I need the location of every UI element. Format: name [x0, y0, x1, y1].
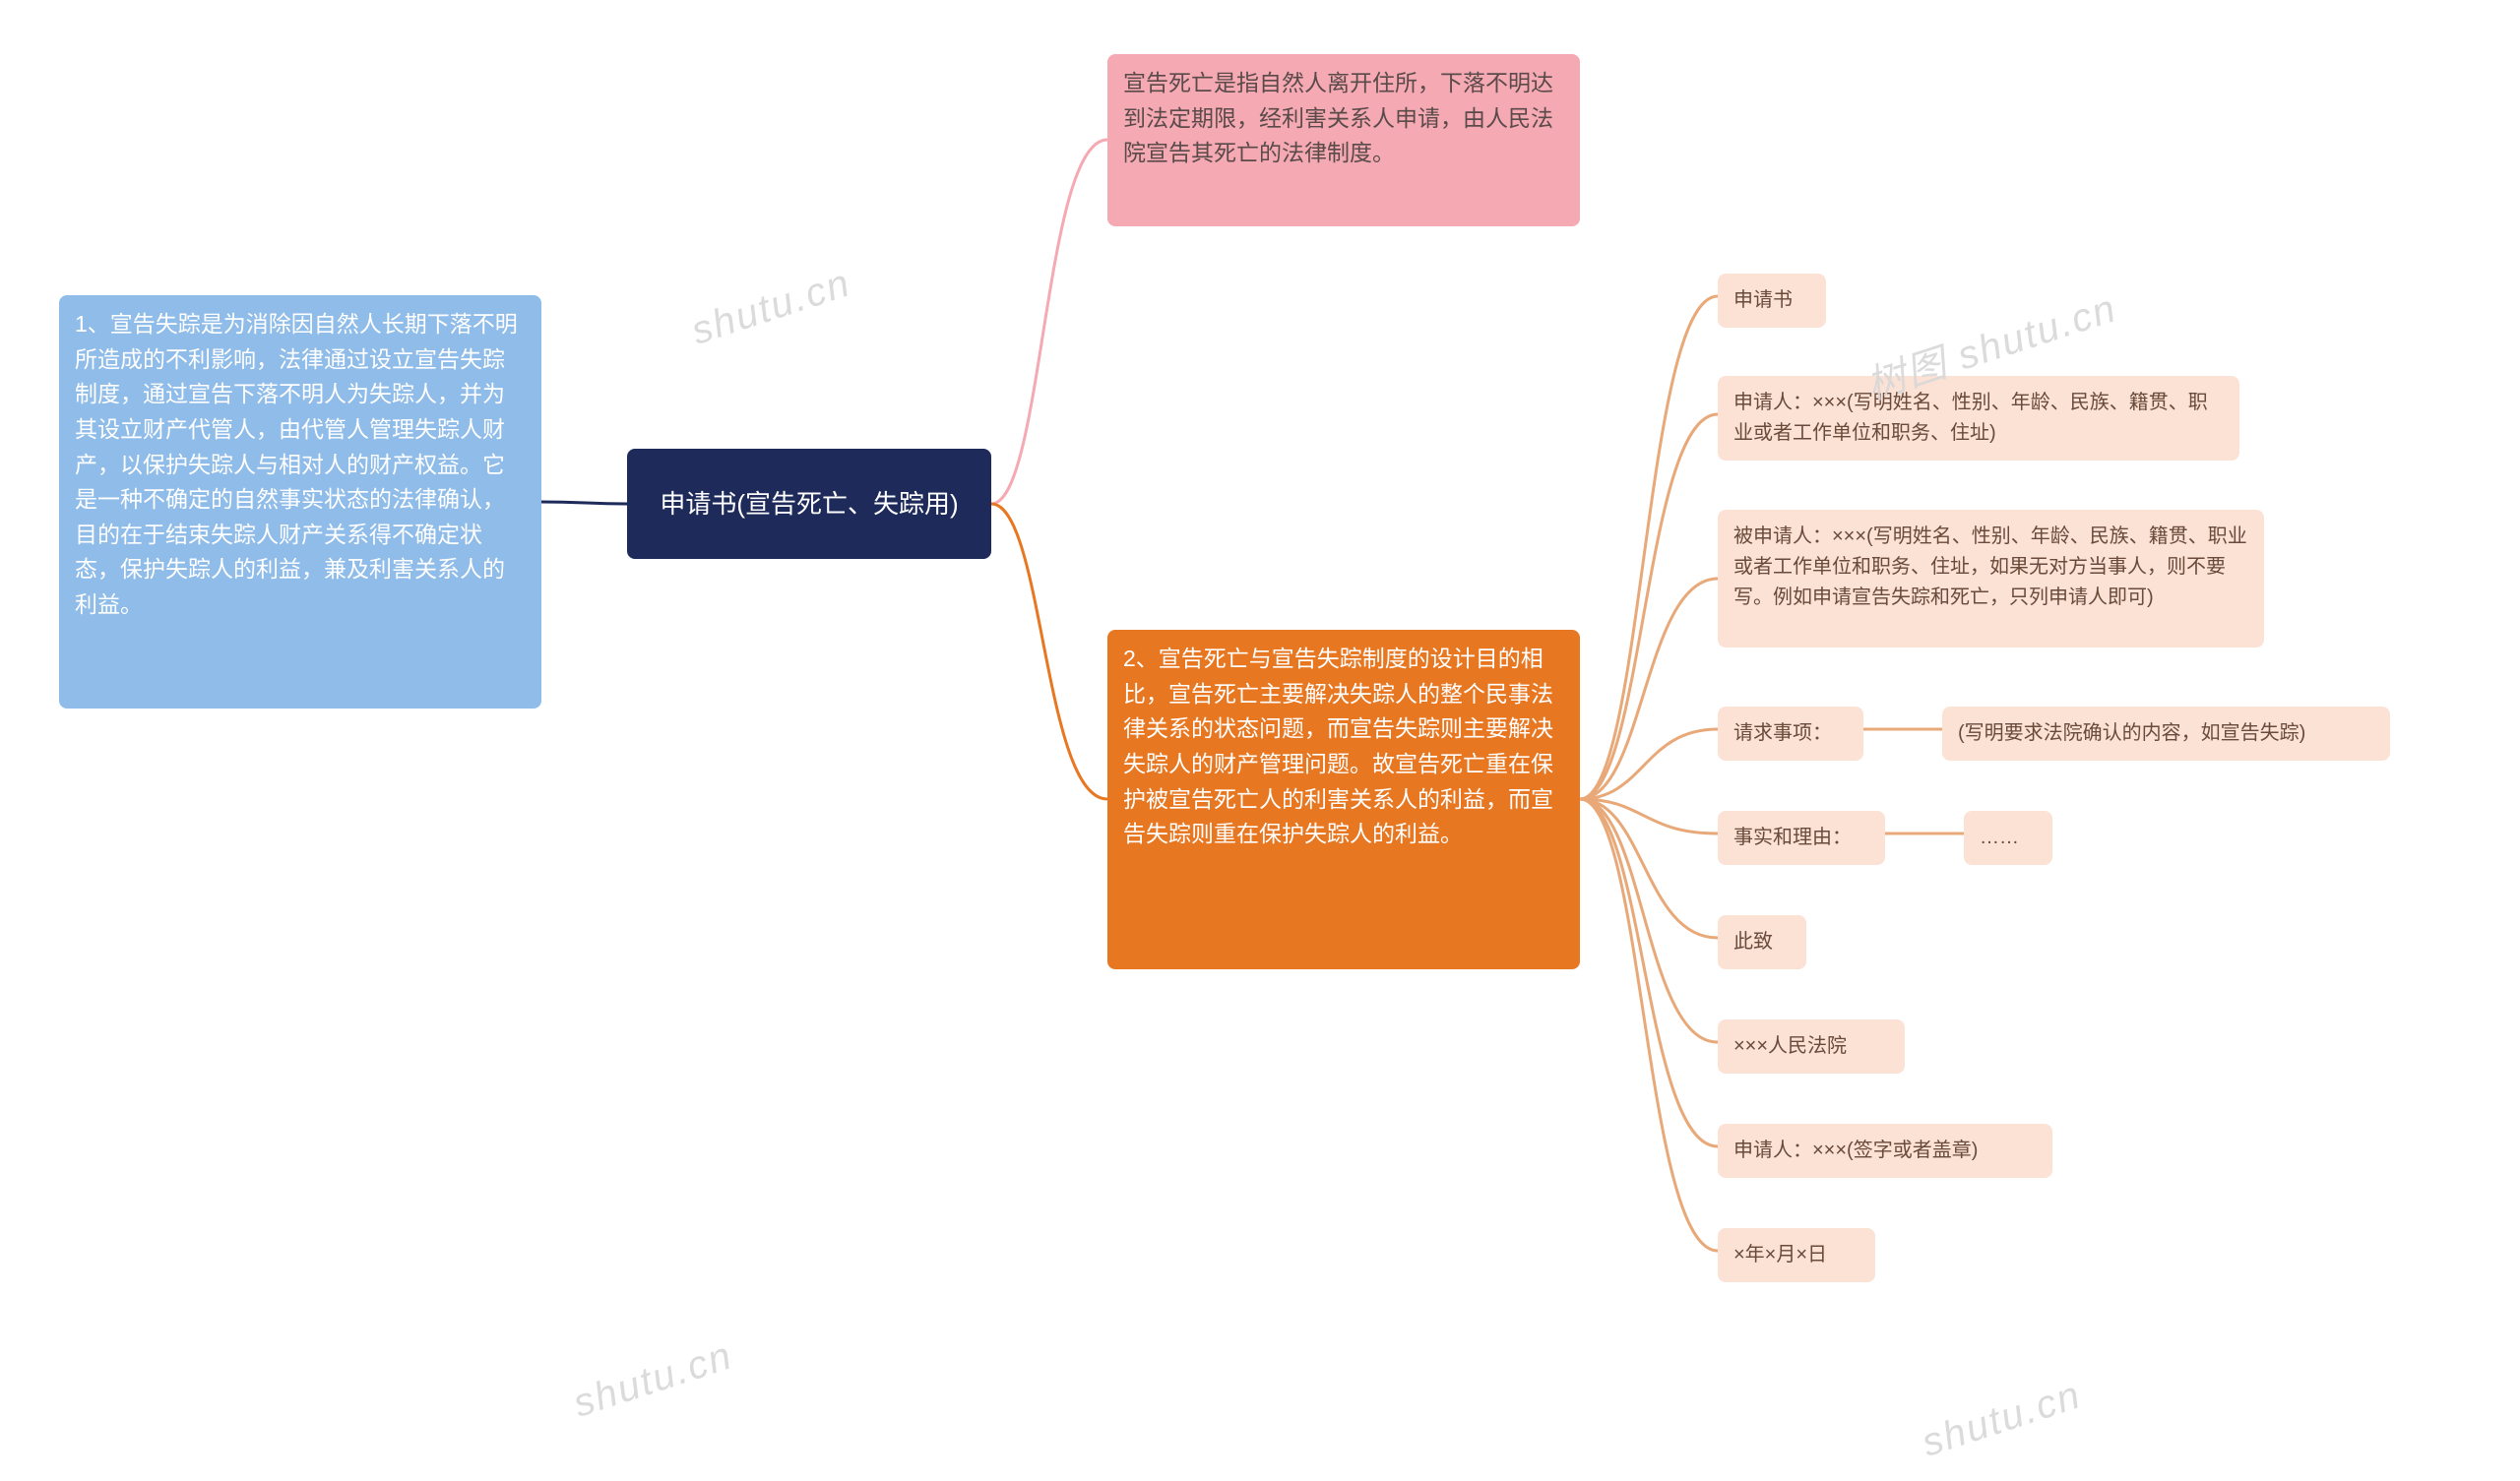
leaf-c5[interactable]: 事实和理由：	[1718, 811, 1885, 865]
leaf-c8[interactable]: 申请人：×××(签字或者盖章)	[1718, 1124, 2052, 1178]
leaf-c7[interactable]: ×××人民法院	[1718, 1019, 1905, 1074]
watermark: shutu.cn	[686, 261, 856, 353]
branch-right-pink[interactable]: 宣告死亡是指自然人离开住所，下落不明达到法定期限，经利害关系人申请，由人民法院宣…	[1107, 54, 1580, 226]
leaf-c4-sub[interactable]: (写明要求法院确认的内容，如宣告失踪)	[1942, 707, 2390, 761]
leaf-c2[interactable]: 申请人：×××(写明姓名、性别、年龄、民族、籍贯、职业或者工作单位和职务、住址)	[1718, 376, 2239, 461]
leaf-c4[interactable]: 请求事项：	[1718, 707, 1863, 761]
branch-right-orange[interactable]: 2、宣告死亡与宣告失踪制度的设计目的相比，宣告死亡主要解决失踪人的整个民事法律关…	[1107, 630, 1580, 969]
watermark: shutu.cn	[568, 1333, 738, 1426]
leaf-c9[interactable]: ×年×月×日	[1718, 1228, 1875, 1282]
root-node[interactable]: 申请书(宣告死亡、失踪用)	[627, 449, 991, 559]
leaf-c3[interactable]: 被申请人：×××(写明姓名、性别、年龄、民族、籍贯、职业或者工作单位和职务、住址…	[1718, 510, 2264, 648]
branch-left-1[interactable]: 1、宣告失踪是为消除因自然人长期下落不明所造成的不利影响，法律通过设立宣告失踪制…	[59, 295, 541, 709]
leaf-c6[interactable]: 此致	[1718, 915, 1806, 969]
leaf-c1[interactable]: 申请书	[1718, 274, 1826, 328]
leaf-c5-sub[interactable]: ……	[1964, 811, 2052, 865]
watermark: shutu.cn	[1917, 1373, 2087, 1465]
